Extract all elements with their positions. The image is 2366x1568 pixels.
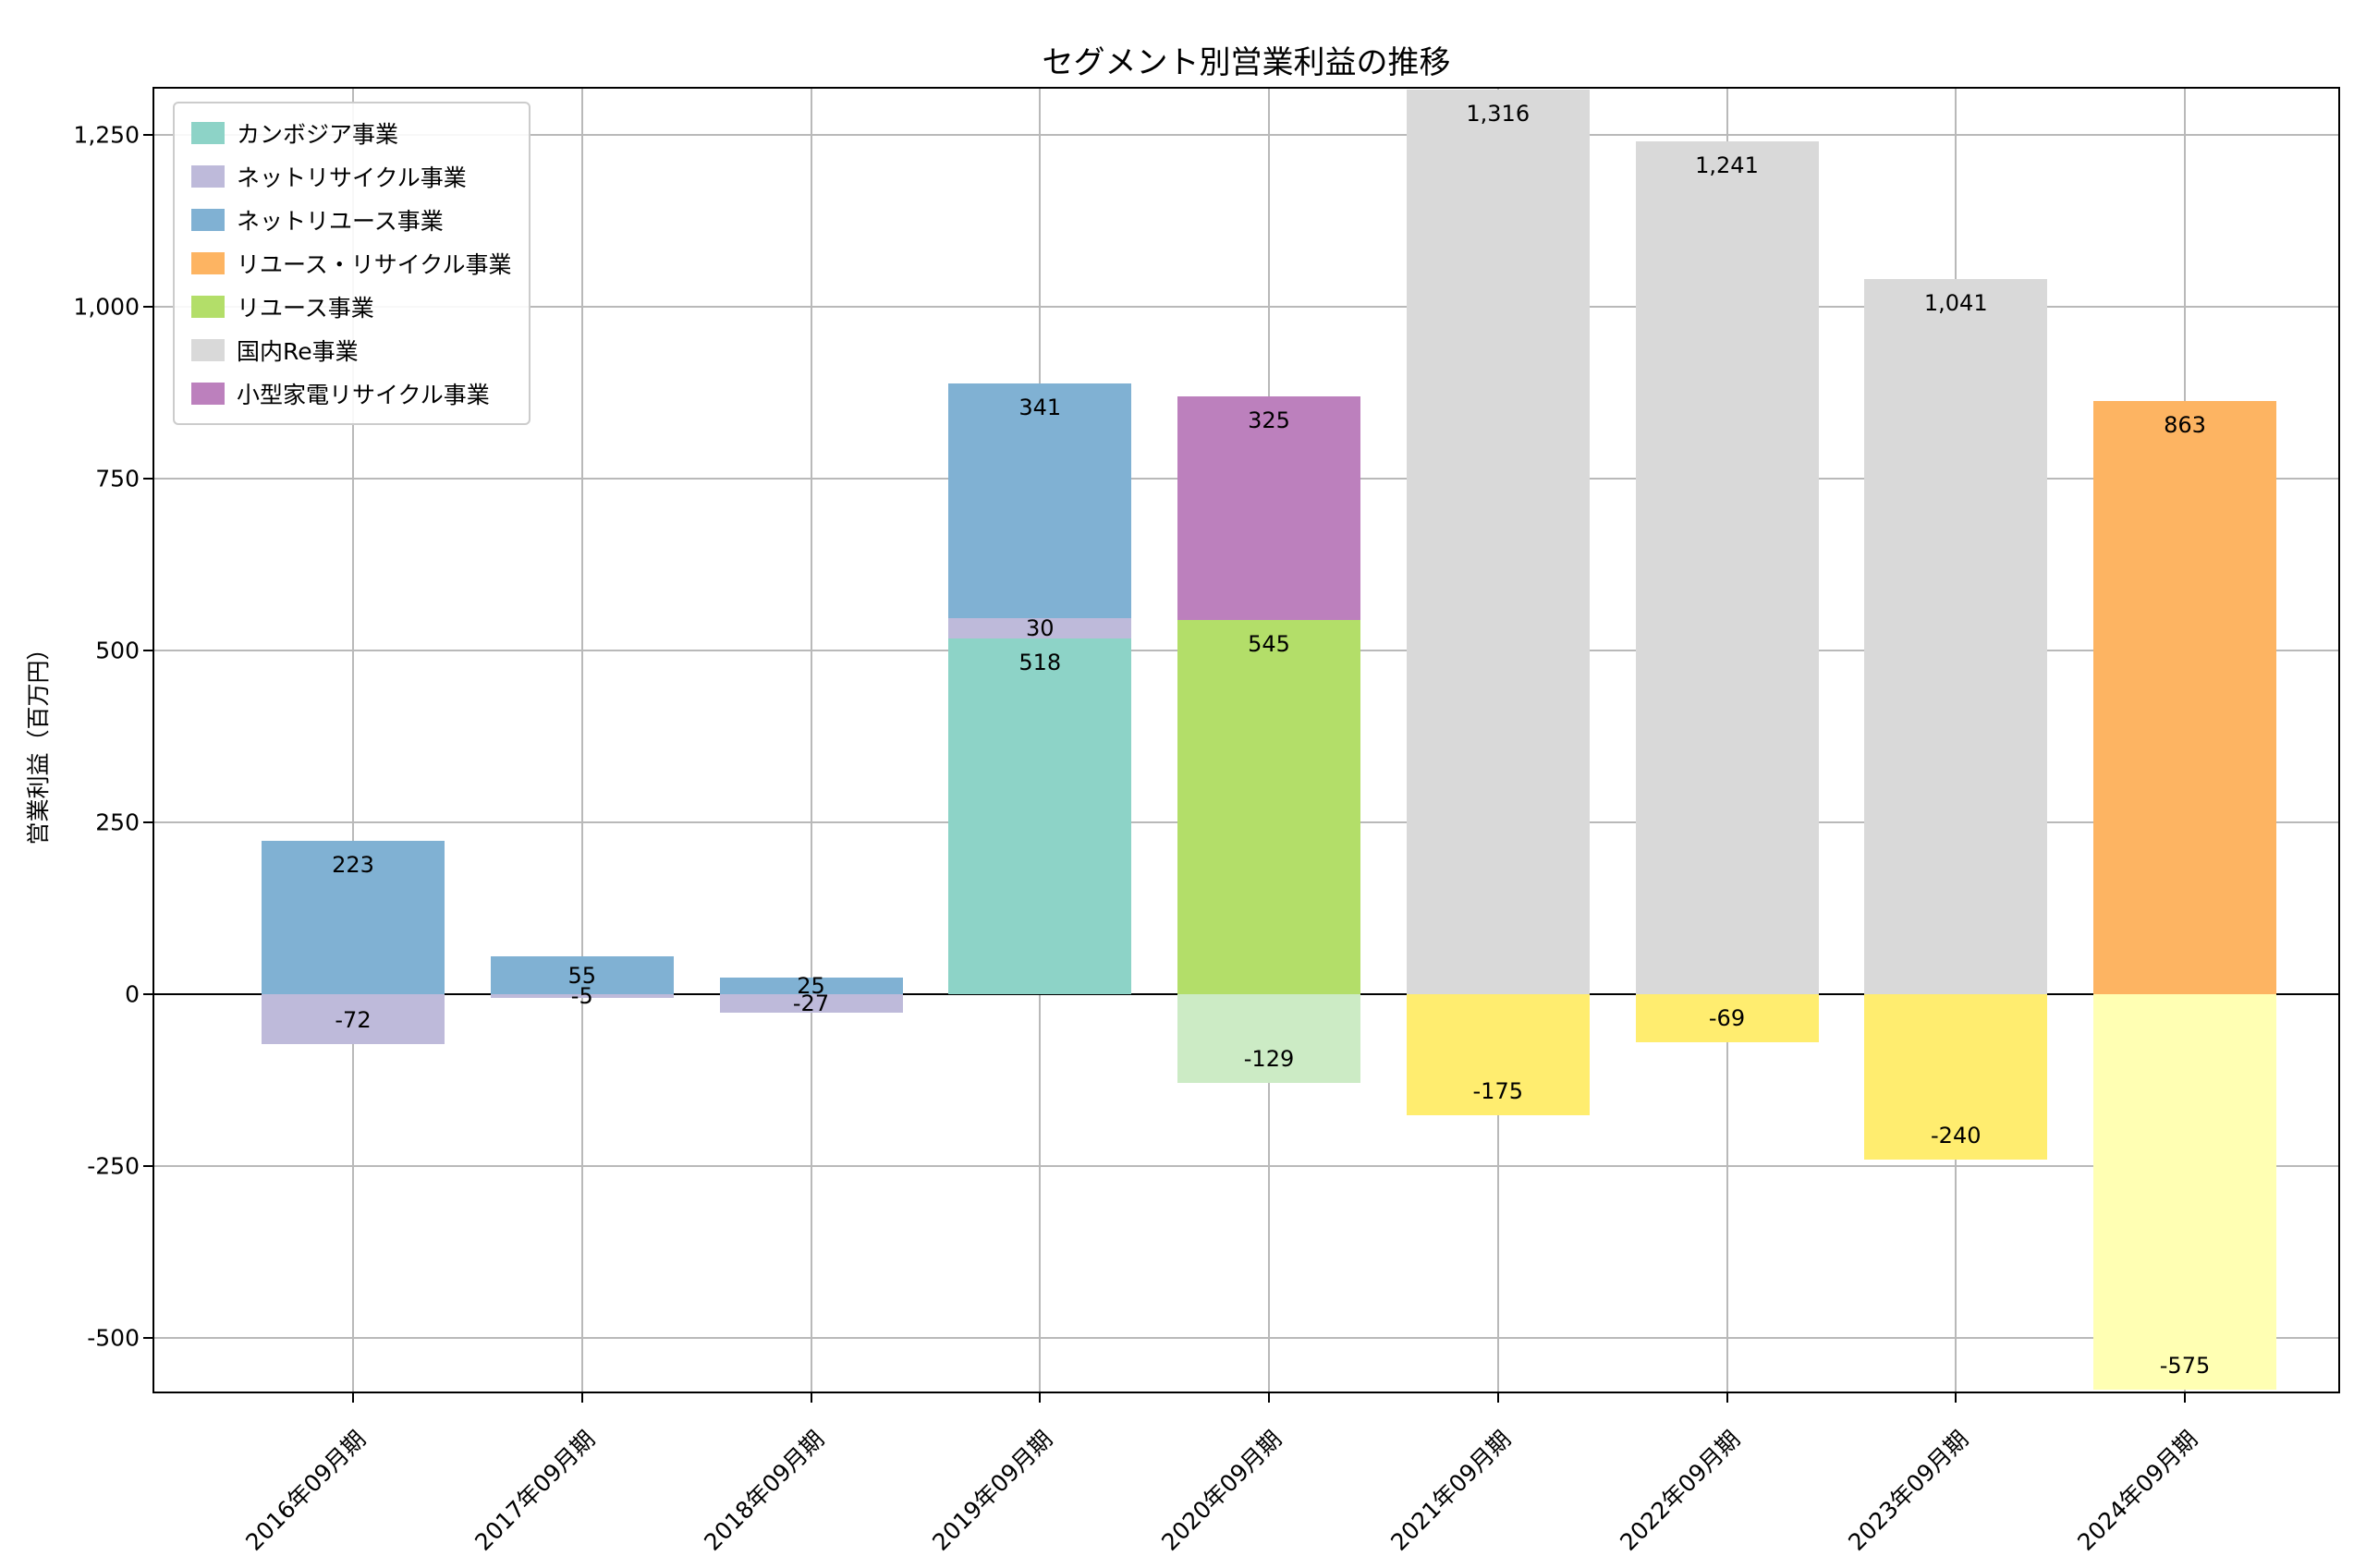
bar-value-label: -5 [570,983,593,1010]
bar-segment [948,638,1132,995]
x-axis-tick [1496,1393,1499,1403]
bar-value-label: 518 [1018,649,1062,675]
plot-area: 223 -72 55 -5 25 -27 518 30 341 545 325 -129 1,316 -1… [152,87,2340,1393]
x-axis-tick [1726,1393,1728,1403]
y-axis-tick [143,650,152,652]
bar-value-label: -129 [1243,1046,1295,1073]
bar-segment [2093,401,2276,995]
bar-value-label: 325 [1248,407,1290,433]
bar-value-label: 863 [2164,412,2206,439]
x-axis-tick [1268,1393,1270,1403]
bar-segment [1635,140,1819,995]
x-axis-tick [352,1393,354,1403]
bar-value-label: 1,041 [1923,289,1988,316]
y-axis-tick [143,306,152,309]
y-axis-tick [143,1165,152,1168]
y-tick-label: -250 [87,1152,140,1180]
y-axis-label: 営業利益（百万円） [25,637,52,845]
y-axis-tick [143,478,152,480]
bar-segment [1635,994,1819,1042]
bar-segment [1406,994,1590,1115]
bar-value-label: -72 [335,1006,372,1033]
x-axis-tick [1955,1393,1957,1403]
y-axis-tick [143,993,152,996]
y-tick-label: 750 [95,465,140,492]
bar-value-label: 341 [1018,394,1062,420]
bar-segment [719,977,903,995]
gridline-horizontal [152,306,2340,309]
x-axis-tick [580,1393,583,1403]
bar-segment [490,956,674,995]
bar-value-label: 1,316 [1466,100,1531,127]
bar-segment [1406,89,1590,995]
y-tick-label: 500 [95,637,140,664]
x-tick-label: 2018年09月期 [698,1425,829,1556]
bar-value-label: 545 [1248,630,1290,657]
bar-value-label: 1,241 [1695,152,1759,178]
y-tick-label: 0 [125,980,140,1008]
bar-value-label: 223 [332,852,374,879]
bar-segment [948,617,1132,638]
y-tick-label: 250 [95,808,140,836]
y-axis-tick [143,821,152,824]
bar-segment [719,994,903,1014]
bar-value-label: -240 [1931,1122,1982,1149]
bar-segment [1864,278,2048,995]
bar-value-label: -575 [2159,1353,2211,1380]
x-tick-label: 2022年09月期 [1614,1425,1745,1556]
bar-value-label: 55 [567,962,597,989]
gridline-vertical [810,87,812,1393]
bar-segment [490,994,674,999]
y-axis-tick [143,134,152,137]
bar-segment [2093,994,2276,1391]
gridline-horizontal [152,134,2340,137]
chart-title: セグメント別営業利益の推移 [1042,44,1451,81]
x-axis-tick [810,1393,812,1403]
x-tick-label: 2021年09月期 [1385,1425,1517,1556]
bar-value-label: 30 [1025,614,1055,641]
bar-segment [1177,994,1360,1084]
gridline-vertical [580,87,583,1393]
gridline-horizontal [152,1337,2340,1340]
bar-segment [1177,395,1360,620]
x-tick-label: 2024年09月期 [2072,1425,2203,1556]
x-axis-tick [1039,1393,1042,1403]
x-tick-label: 2020年09月期 [1156,1425,1287,1556]
gridline-vertical [352,87,354,1393]
y-tick-label: -500 [87,1324,140,1352]
bar-segment [1864,994,2048,1160]
bar-value-label: -27 [792,991,830,1017]
x-tick-label: 2023年09月期 [1843,1425,1974,1556]
bar-segment [1177,619,1360,995]
bar-segment [262,841,445,995]
x-tick-label: 2017年09月期 [470,1425,601,1556]
bar-segment [948,383,1132,618]
bar-value-label: -175 [1472,1077,1523,1104]
x-tick-label: 2016年09月期 [240,1425,372,1556]
y-axis-tick [143,1337,152,1340]
x-axis-tick [2184,1393,2186,1403]
y-tick-label: 1,000 [73,293,140,321]
bar-value-label: -69 [1708,1004,1746,1031]
gridline-horizontal [152,1165,2340,1168]
bar-segment [262,994,445,1044]
y-tick-label: 1,250 [73,121,140,149]
x-tick-label: 2019年09月期 [927,1425,1058,1556]
